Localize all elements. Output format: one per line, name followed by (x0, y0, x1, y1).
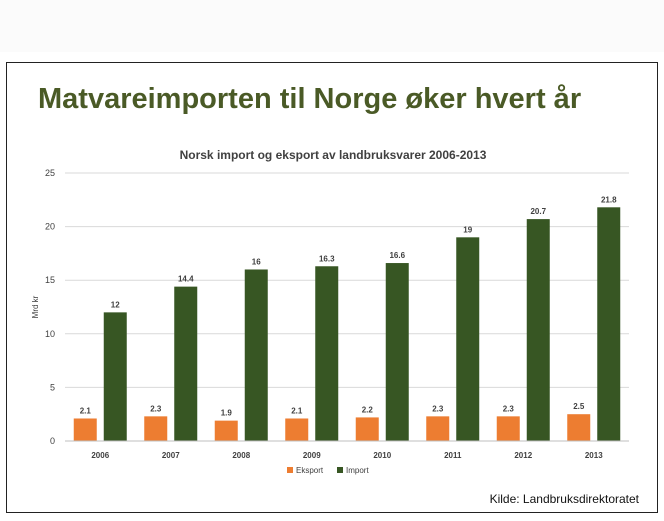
data-label-eksport-2008: 1.9 (221, 409, 233, 418)
top-background-strip (0, 0, 664, 52)
bar-import-2013 (597, 207, 621, 441)
y-tick-label: 10 (45, 329, 55, 339)
chart-title: Norsk import og eksport av landbruksvare… (180, 148, 487, 162)
y-tick-label: 15 (45, 275, 55, 285)
bar-eksport-2012 (496, 416, 520, 441)
data-label-import-2012: 20.7 (530, 207, 546, 216)
y-tick-label: 0 (50, 436, 55, 446)
x-tick-label-2008: 2008 (232, 451, 250, 460)
x-tick-label-2012: 2012 (514, 451, 532, 460)
bar-import-2011 (456, 237, 480, 441)
data-label-eksport-2012: 2.3 (503, 404, 515, 413)
bar-import-2006 (103, 312, 127, 441)
x-tick-label-2013: 2013 (585, 451, 603, 460)
y-tick-label: 20 (45, 222, 55, 232)
legend: Eksport Import (287, 466, 369, 475)
x-tick-label-2007: 2007 (162, 451, 180, 460)
y-tick-label: 25 (45, 168, 55, 178)
legend-swatch-import (337, 467, 343, 473)
x-tick-label-2006: 2006 (91, 451, 109, 460)
x-tick-label-2009: 2009 (303, 451, 321, 460)
data-label-import-2008: 16 (252, 257, 261, 266)
bar-chart: Norsk import og eksport av landbruksvare… (31, 148, 629, 475)
slide-frame: Matvareimporten til Norge øker hvert år … (6, 62, 658, 513)
bar-eksport-2007 (144, 416, 168, 441)
bar-import-2012 (526, 219, 550, 441)
data-label-eksport-2006: 2.1 (80, 406, 92, 415)
bar-import-2009 (315, 266, 339, 441)
bar-eksport-2009 (285, 418, 309, 441)
data-label-eksport-2009: 2.1 (291, 406, 303, 415)
x-tick-label-2011: 2011 (444, 451, 462, 460)
bar-eksport-2008 (214, 420, 238, 441)
y-axis-label: Mrd kr (31, 295, 40, 318)
data-label-import-2013: 21.8 (601, 195, 617, 204)
legend-label-import: Import (346, 466, 369, 475)
bar-eksport-2010 (355, 417, 379, 441)
slide-title: Matvareimporten til Norge øker hvert år (38, 83, 582, 115)
data-label-import-2007: 14.4 (178, 275, 194, 284)
y-tick-label: 5 (50, 382, 55, 392)
data-labels: 2.1 12 2.3 14.4 1.9 16 2.1 16.3 2.2 16.6 2.3 19 2.3 2… (80, 195, 617, 417)
data-label-import-2010: 16.6 (389, 251, 405, 260)
x-tick-label-2010: 2010 (373, 451, 391, 460)
y-axis-tick-labels: 0 5 10 15 20 25 (45, 168, 55, 446)
legend-label-eksport: Eksport (296, 466, 324, 475)
bar-import-2007 (174, 286, 198, 441)
bar-eksport-2006 (73, 418, 97, 441)
bars (73, 207, 621, 441)
data-label-eksport-2013: 2.5 (573, 402, 585, 411)
data-label-eksport-2010: 2.2 (362, 405, 374, 414)
bar-import-2010 (385, 263, 409, 441)
bar-import-2008 (244, 269, 268, 441)
bar-eksport-2011 (426, 416, 450, 441)
source-note: Kilde: Landbruksdirektoratet (489, 492, 639, 506)
bar-eksport-2013 (567, 414, 591, 441)
data-label-import-2011: 19 (463, 225, 472, 234)
x-axis-tick-labels: 2006 2007 2008 2009 2010 2011 2012 2013 (91, 451, 603, 460)
legend-swatch-eksport (287, 467, 293, 473)
data-label-import-2006: 12 (111, 300, 120, 309)
data-label-import-2009: 16.3 (319, 254, 335, 263)
data-label-eksport-2011: 2.3 (432, 404, 444, 413)
data-label-eksport-2007: 2.3 (150, 404, 162, 413)
